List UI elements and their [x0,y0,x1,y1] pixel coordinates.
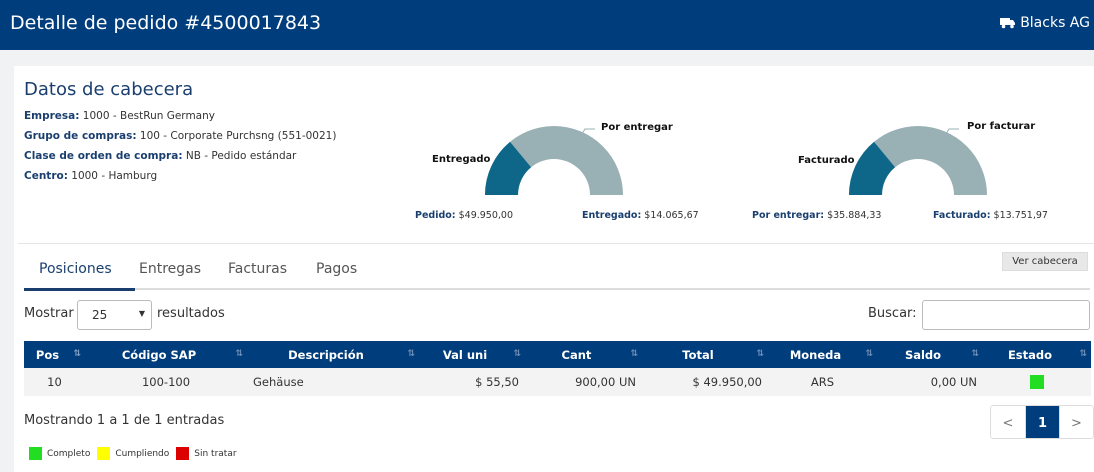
cell-pos: 10 [47,375,62,389]
legend-completo: Completo [29,447,90,460]
cell-val-uni: $ 55,50 [475,375,519,389]
sort-icon: ⇅ [513,349,520,359]
showing-entries: Mostrando 1 a 1 de 1 entradas [24,413,225,428]
sort-desc-icon: ⇅ [73,349,80,359]
col-cant[interactable]: Cant ⇅ [561,347,638,362]
yellow-square-icon [97,447,111,460]
invoice-gauge [849,126,987,195]
sort-icon: ⇅ [971,349,978,359]
cell-cant: 900,00 UN [575,375,636,389]
show-label: Mostrar [24,306,74,321]
results-label: resultados [157,306,225,321]
page-size-select[interactable]: 25 ▼ [77,300,152,330]
search-label: Buscar: [868,306,917,321]
active-tab-indicator [24,288,135,291]
gauge-label-por-entregar: Por entregar [601,122,673,133]
status-legend: Completo Cumpliendo Sin tratar [29,447,244,460]
sort-icon: ⇅ [235,349,242,359]
info-grupo-compras: Grupo de compras: 100 - Corporate Purchs… [24,130,337,142]
col-descripcion[interactable]: Descripción ⇅ [288,347,415,362]
sort-icon: ⇅ [756,349,763,359]
delivery-gauge-leaders [491,128,595,171]
invoice-gauge-leaders [855,128,959,171]
sort-icon: ⇅ [865,349,872,359]
table-header-row: Pos ⇅ Código SAP ⇅ Descripción ⇅ Val uni ⇅ C… [24,341,1091,368]
page-1-button[interactable]: 1 [1025,406,1059,438]
info-clase-orden: Clase de orden de compra: NB - Pedido es… [24,150,297,162]
info-empresa: Empresa: 1000 - BestRun Germany [24,110,215,122]
col-codigo-sap[interactable]: Código SAP ⇅ [121,347,243,362]
gauge-label-por-facturar: Por facturar [967,121,1036,132]
tab-entregas[interactable]: Entregas [139,261,202,277]
red-square-icon [176,447,190,460]
tab-pagos[interactable]: Pagos [316,261,358,277]
divider [18,243,1094,244]
legend-sin-tratar: Sin tratar [176,447,237,460]
gauge-done-arc [485,141,532,195]
gauge-foot-entregado: Entregado: $14.065,67 [582,210,699,221]
cell-descripcion: Gehäuse [253,375,304,389]
legend-cumpliendo: Cumpliendo [97,447,169,460]
col-val-uni[interactable]: Val uni ⇅ [442,347,521,362]
cell-saldo: 0,00 UN [930,375,977,389]
cell-total: $ 49.950,00 [692,375,763,389]
sort-icon: ⇅ [1079,349,1086,359]
cell-codigo: 100-100 [141,375,191,389]
brand-name: Blacks AG [1020,15,1090,31]
table-row: 10 100-100 Gehäuse $ 55,50 900,00 UN $ 4… [24,368,1091,396]
chevron-down-icon: ▼ [138,309,145,318]
pagination: < 1 > [990,405,1094,439]
search-input[interactable] [922,300,1090,330]
col-saldo[interactable]: Saldo ⇅ [904,347,979,362]
sort-icon: ⇅ [407,349,414,359]
order-panel: Datos de cabecera Empresa: 1000 - BestRu… [14,66,1094,472]
status-complete-indicator [1030,375,1044,390]
gauge-foot-facturado: Facturado: $13.751,97 [933,210,1048,221]
next-page-button[interactable]: > [1059,406,1093,438]
page-title: Detalle de pedido #4500017843 [10,12,322,34]
green-square-icon [29,447,42,460]
cell-estado [983,368,1091,396]
brand: Blacks AG [1000,15,1090,31]
tab-posiciones[interactable]: Posiciones [39,261,112,277]
page-size-value: 25 [92,308,108,322]
positions-table: Pos ⇅ Código SAP ⇅ Descripción ⇅ Val uni ⇅ C… [24,341,1091,396]
delivery-gauge [485,126,623,195]
ver-cabecera-button[interactable]: Ver cabecera [1002,252,1088,271]
prev-page-button[interactable]: < [991,406,1025,438]
gauge-label-entregado: Entregado [432,154,491,165]
col-total[interactable]: Total ⇅ [682,347,764,362]
col-pos[interactable]: Pos ⇅ [35,347,81,362]
sort-icon: ⇅ [630,349,637,359]
tab-facturas[interactable]: Facturas [228,261,288,277]
cell-moneda: ARS [810,375,835,389]
col-estado[interactable]: Estado ⇅ [1007,347,1087,362]
gauge-done-arc [849,141,896,195]
top-bar: Detalle de pedido #4500017843 Blacks AG [0,0,1094,50]
truck-icon [1000,18,1016,29]
gauge-label-facturado: Facturado [798,155,855,166]
tab-bar: Posiciones Entregas Facturas Pagos [24,252,1090,291]
col-moneda[interactable]: Moneda ⇅ [789,347,873,362]
section-title: Datos de cabecera [24,79,194,100]
info-centro: Centro: 1000 - Hamburg [24,170,158,182]
gauge-foot-pedido: Pedido: $49.950,00 [415,210,514,221]
gauge-foot-por-entregar: Por entregar: $35.884,33 [752,210,882,221]
